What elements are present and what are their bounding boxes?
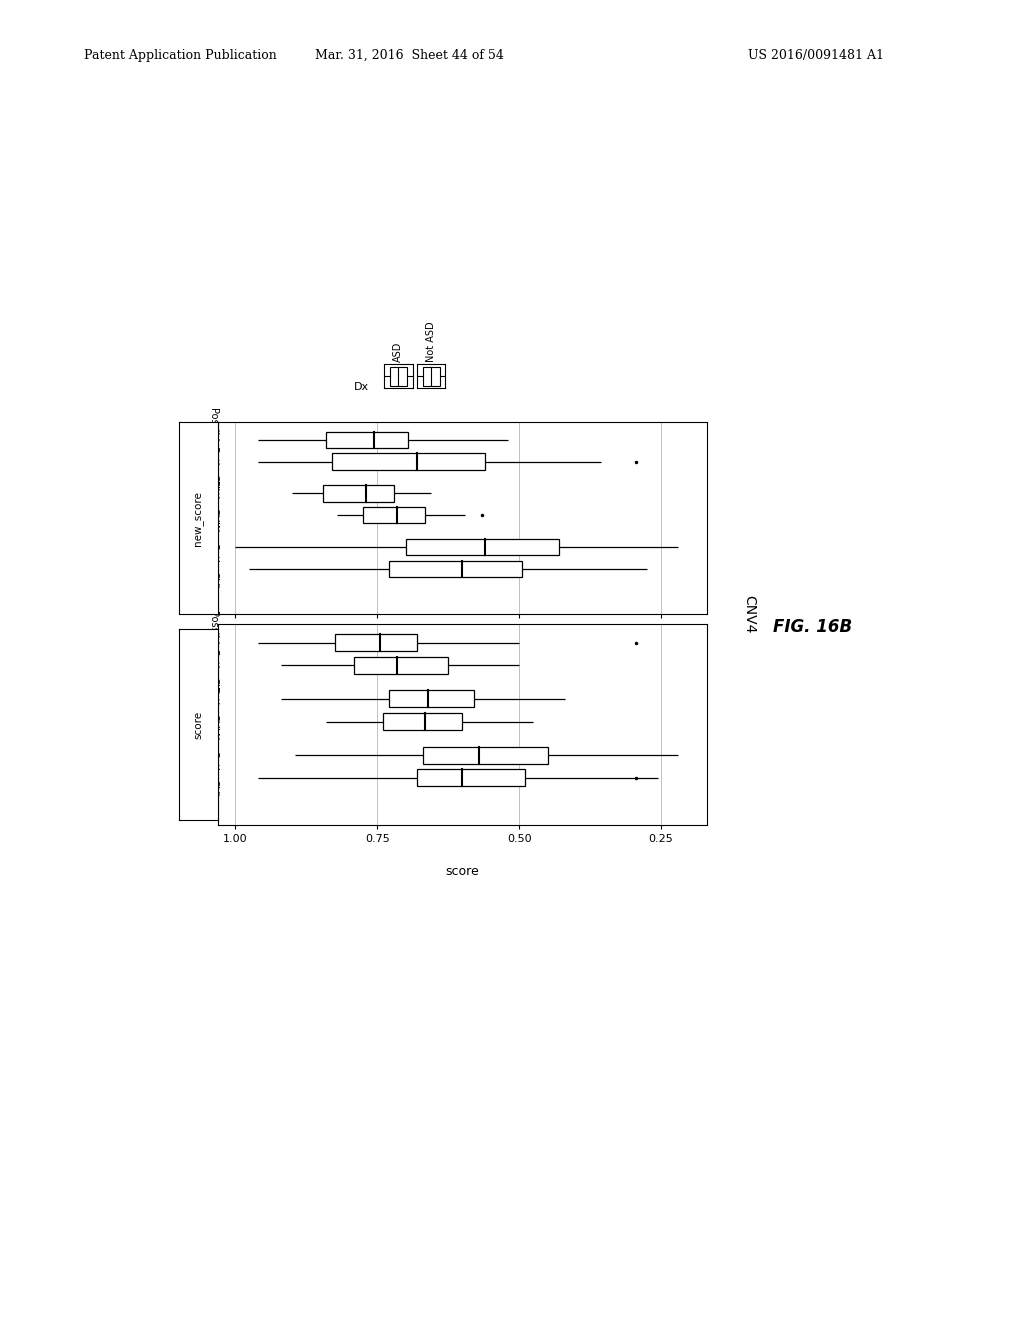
Bar — [423, 747, 548, 763]
Bar — [354, 657, 449, 675]
Bar — [335, 634, 417, 651]
Text: new_score: new_score — [194, 491, 204, 545]
Bar — [423, 367, 439, 385]
Bar — [326, 432, 409, 447]
Text: Not ASD: Not ASD — [426, 321, 436, 362]
Bar — [388, 561, 522, 577]
Bar — [388, 690, 474, 708]
Text: Dx: Dx — [353, 381, 369, 392]
Bar — [383, 713, 463, 730]
Text: score: score — [445, 865, 479, 878]
Text: Patent Application Publication: Patent Application Publication — [84, 49, 276, 62]
Text: FIG. 16B: FIG. 16B — [773, 618, 852, 636]
Text: score: score — [194, 710, 204, 739]
Bar — [390, 367, 407, 385]
Bar — [332, 454, 485, 470]
Bar — [324, 486, 394, 502]
Text: CNV4: CNV4 — [742, 594, 757, 634]
Bar — [417, 770, 525, 787]
Text: ASD: ASD — [393, 342, 403, 362]
Text: US 2016/0091481 A1: US 2016/0091481 A1 — [748, 49, 884, 62]
Bar — [362, 507, 425, 523]
Text: Mar. 31, 2016  Sheet 44 of 54: Mar. 31, 2016 Sheet 44 of 54 — [315, 49, 504, 62]
Bar — [406, 539, 559, 556]
